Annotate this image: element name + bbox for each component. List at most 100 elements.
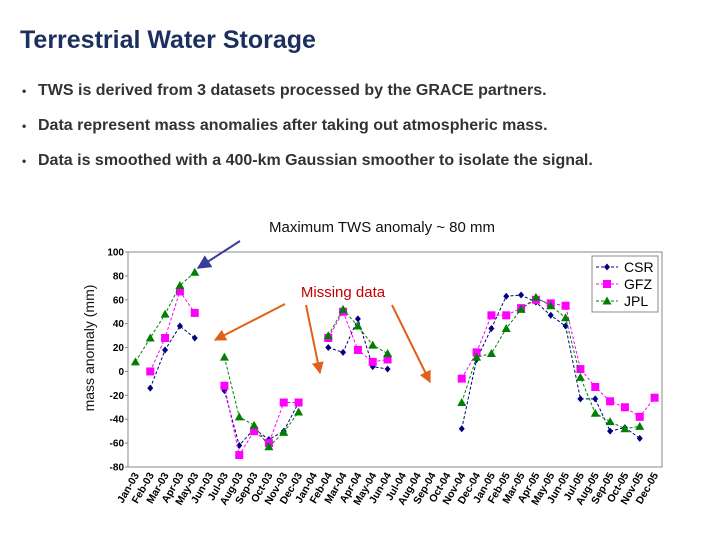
data-point: [501, 323, 511, 332]
data-point: [383, 349, 393, 358]
data-point: [592, 395, 599, 403]
data-point: [175, 280, 185, 289]
data-point: [384, 365, 391, 373]
legend-marker: [604, 263, 610, 271]
y-tick-label: -60: [110, 439, 125, 450]
series-line: [149, 290, 655, 457]
legend-label: GFZ: [624, 276, 652, 292]
data-point: [294, 398, 303, 407]
data-point: [457, 374, 466, 383]
data-point: [635, 412, 644, 421]
data-point: [353, 345, 362, 354]
data-point: [146, 367, 155, 376]
y-tick-label: 0: [118, 367, 124, 378]
data-point: [635, 421, 645, 430]
data-point: [323, 331, 333, 340]
series-line: [149, 294, 641, 447]
bullet-text: TWS is derived from 3 datasets processed…: [38, 82, 547, 99]
data-point: [531, 292, 541, 301]
data-point: [577, 395, 584, 403]
annotation: Missing data: [301, 284, 386, 301]
data-point: [606, 397, 615, 406]
data-point: [591, 382, 600, 391]
data-point: [547, 311, 554, 319]
data-point: [235, 451, 244, 460]
slide-title: Terrestrial Water Storage: [20, 26, 316, 54]
data-point: [340, 348, 347, 356]
data-point: [546, 301, 556, 310]
data-point: [160, 309, 170, 318]
data-point: [250, 427, 259, 436]
legend-marker: [602, 296, 612, 305]
y-tick-label: -40: [110, 415, 125, 426]
data-point: [486, 349, 496, 358]
data-point: [176, 322, 183, 330]
data-point: [383, 355, 392, 364]
y-tick-label: -20: [110, 391, 125, 402]
data-point: [145, 333, 155, 342]
data-point: [353, 321, 363, 330]
data-point: [590, 408, 600, 417]
data-point: [502, 311, 511, 320]
y-tick-label: 80: [113, 271, 125, 282]
bullet: Data represent mass anomalies after taki…: [22, 117, 548, 135]
annotation: Maximum TWS anomaly ~ 80 mm: [269, 219, 495, 236]
data-point: [325, 344, 332, 352]
data-point: [607, 427, 614, 435]
data-point: [279, 398, 288, 407]
data-point: [561, 301, 570, 310]
legend-label: CSR: [624, 259, 654, 275]
data-point: [488, 324, 495, 332]
y-tick-label: -80: [110, 463, 125, 474]
data-point: [130, 357, 140, 366]
data-point: [234, 412, 244, 421]
data-point: [620, 403, 629, 412]
y-axis-title: mass anomaly (mm): [81, 285, 97, 412]
data-point: [518, 291, 525, 299]
bullet-text: Data is smoothed with a 400-km Gaussian …: [38, 152, 593, 169]
data-point: [368, 357, 377, 366]
data-point: [294, 407, 304, 416]
data-point: [279, 427, 289, 436]
data-point: [576, 365, 585, 374]
bullet-text: Data represent mass anomalies after taki…: [38, 117, 548, 134]
legend-marker: [603, 280, 611, 288]
data-point: [338, 304, 348, 313]
data-point: [147, 384, 154, 392]
data-point: [220, 381, 229, 390]
data-point: [249, 420, 259, 429]
data-point: [161, 334, 170, 342]
data-point: [487, 311, 496, 320]
data-point: [457, 398, 467, 406]
data-point: [458, 425, 465, 433]
bullet: Data is smoothed with a 400-km Gaussian …: [22, 152, 593, 170]
bullet: TWS is derived from 3 datasets processed…: [22, 82, 547, 100]
data-point: [516, 304, 526, 313]
legend-label: JPL: [624, 293, 648, 309]
data-point: [620, 424, 630, 433]
y-tick-label: 100: [107, 248, 124, 259]
data-point: [175, 287, 184, 296]
data-point: [190, 267, 200, 276]
data-point: [191, 334, 198, 342]
annotation-arrow: [391, 304, 431, 384]
data-point: [264, 442, 274, 451]
y-tick-label: 20: [113, 343, 125, 354]
data-point: [503, 292, 510, 300]
data-point: [219, 352, 229, 361]
plot-area: [127, 251, 663, 468]
data-point: [636, 434, 643, 442]
data-point: [368, 340, 378, 349]
data-point: [605, 417, 615, 426]
y-tick-label: 40: [113, 319, 125, 330]
data-point: [354, 315, 361, 323]
y-tick-label: 60: [113, 295, 125, 306]
data-point: [472, 352, 482, 361]
data-point: [575, 372, 585, 381]
annotation-arrow: [196, 240, 241, 269]
data-point: [190, 308, 199, 317]
data-point: [562, 322, 569, 330]
